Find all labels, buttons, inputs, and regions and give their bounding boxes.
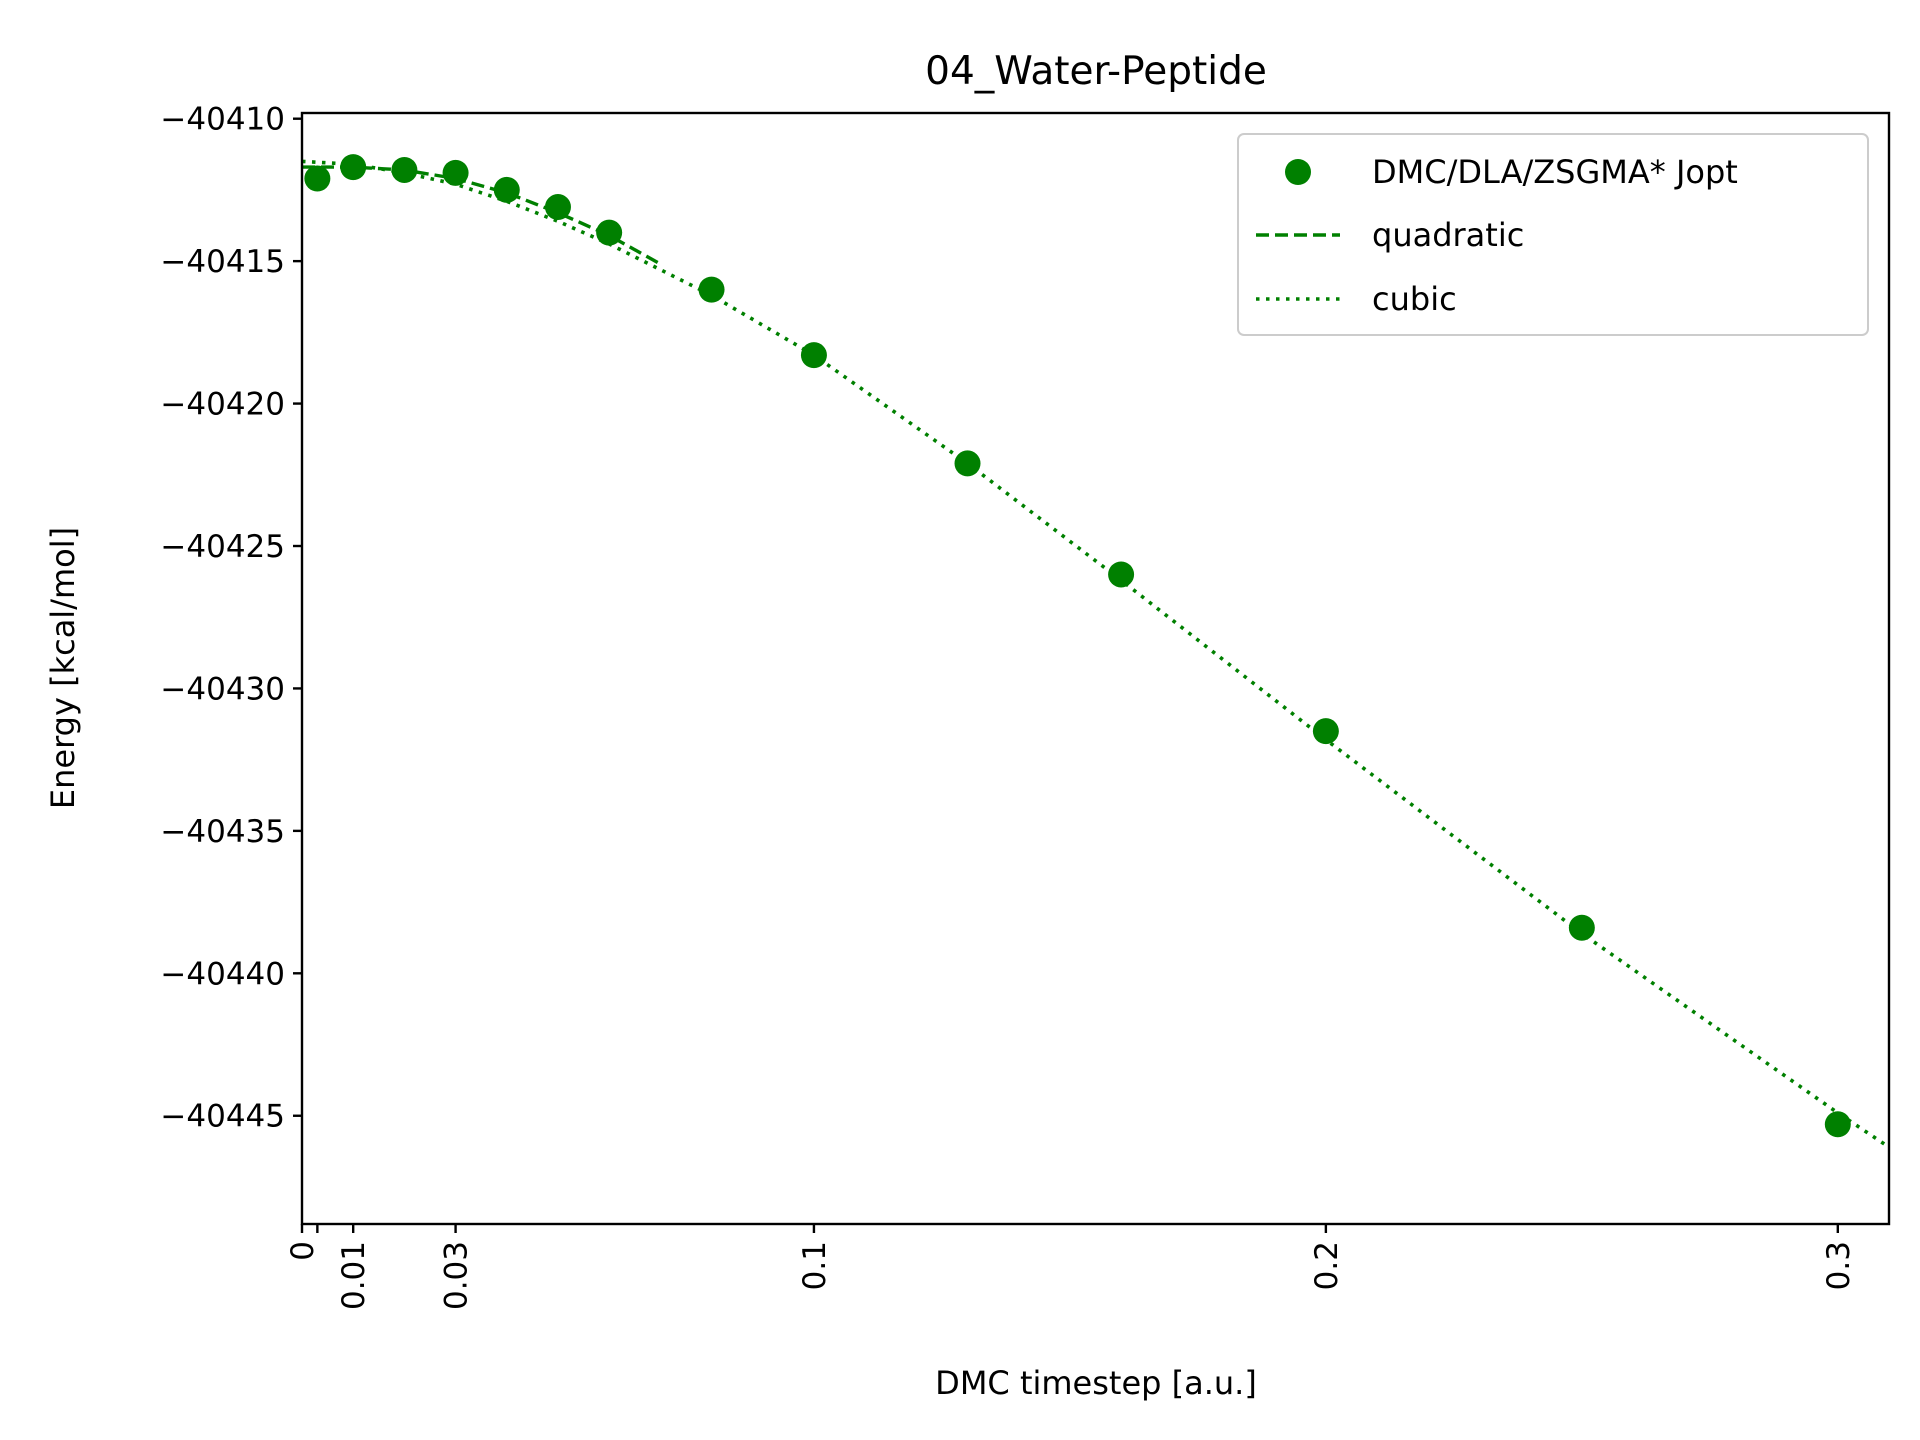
x-tick-label: 0.2 (1309, 1241, 1345, 1290)
data-point (340, 154, 367, 181)
x-tick-label: 0.3 (1821, 1241, 1857, 1290)
x-tick-label: 0.03 (439, 1241, 475, 1310)
y-tick-label: −40420 (160, 387, 285, 423)
y-axis: −40410 −40415 −40420 −40425 −40430 −40435 −404… (160, 102, 302, 1135)
data-point (698, 276, 725, 303)
data-point (304, 165, 331, 192)
x-tick-label: 0.1 (797, 1241, 833, 1290)
data-point (1824, 1111, 1851, 1138)
y-tick-label: −40430 (160, 671, 285, 707)
data-point (800, 342, 827, 369)
y-tick-label: −40440 (160, 956, 285, 992)
x-tick-label: 0 (285, 1241, 321, 1261)
plot-area (302, 154, 1889, 1149)
legend-label: quadratic (1372, 216, 1524, 254)
legend-label: cubic (1372, 280, 1457, 318)
series-layer (302, 154, 1889, 1149)
plot-frame (300, 111, 1891, 1226)
data-point (544, 194, 571, 221)
cubic-fit-line (302, 159, 1889, 1149)
data-point (391, 156, 418, 183)
data-point (1108, 561, 1135, 588)
legend-box (1237, 133, 1869, 336)
y-tick-label: −40410 (160, 102, 285, 138)
x-axis-label: DMC timestep [a.u.] (935, 1364, 1257, 1402)
y-tick-label: −40425 (160, 529, 285, 565)
legend-marker (1285, 159, 1311, 185)
x-tick-label: 0.01 (336, 1241, 372, 1310)
data-point (1312, 718, 1339, 745)
x-axis: 0 0.01 0.03 0.1 0.2 0.3 (285, 1224, 1857, 1310)
data-point (954, 450, 981, 477)
data-point (596, 219, 623, 246)
data-point (442, 159, 469, 186)
chart-title: 04_Water-Peptide (925, 49, 1267, 94)
y-axis-label: Energy [kcal/mol] (44, 527, 82, 809)
legend-label: DMC/DLA/ZSGMA* Jopt (1372, 153, 1738, 191)
data-point (493, 176, 520, 203)
legend: DMC/DLA/ZSGMA* Jopt quadratic cubic (1237, 133, 1869, 336)
y-tick-label: −40435 (160, 814, 285, 850)
y-tick-label: −40415 (160, 244, 285, 280)
y-tick-label: −40445 (160, 1099, 285, 1135)
data-point (1568, 914, 1595, 941)
